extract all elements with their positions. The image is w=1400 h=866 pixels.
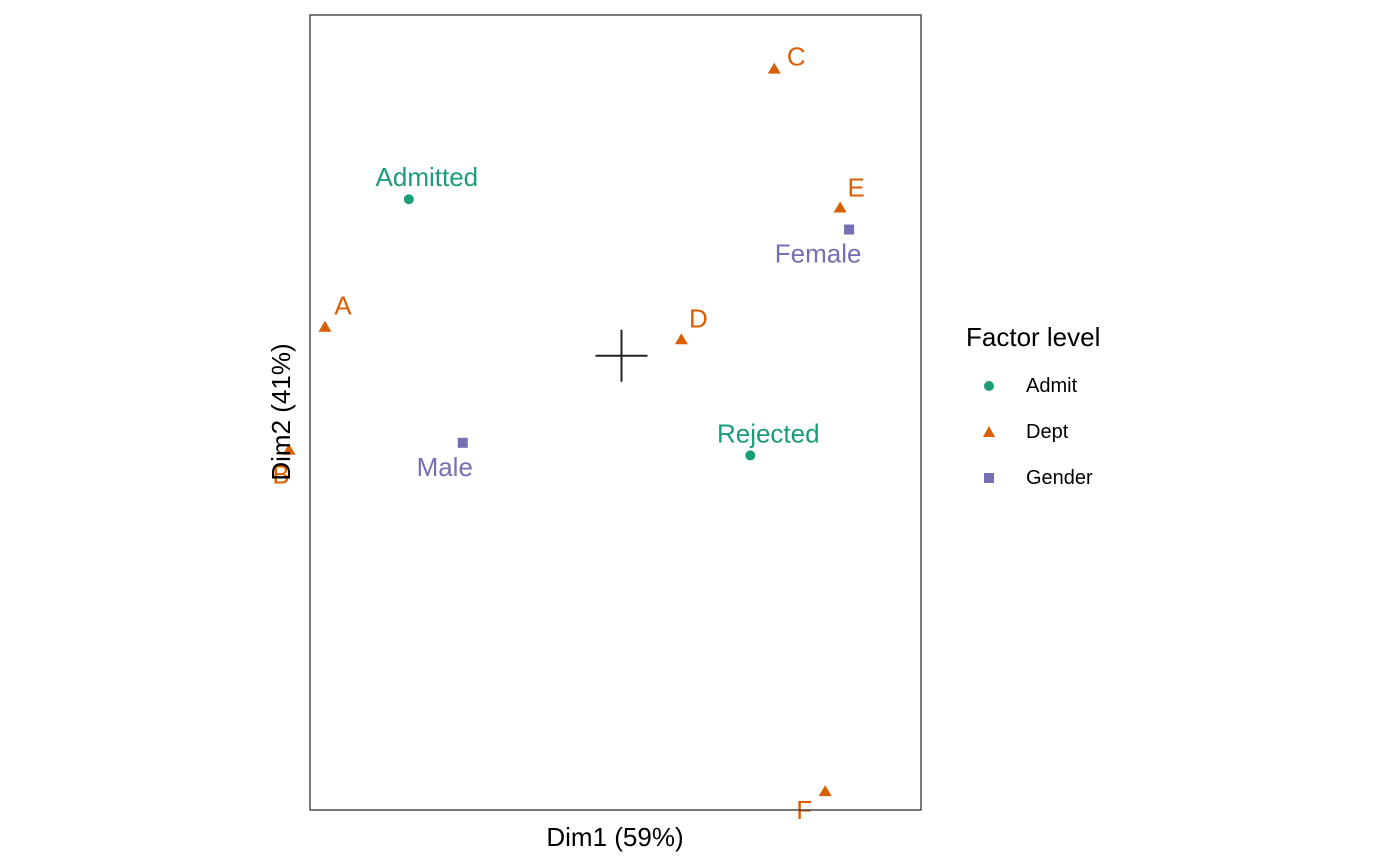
legend-item-gender: Gender — [966, 455, 1100, 501]
point-label-admitted: Admitted — [376, 162, 479, 192]
point-admitted — [403, 194, 414, 205]
point-rejected — [745, 450, 756, 461]
point-label-e: E — [847, 172, 864, 202]
point-male — [457, 437, 468, 448]
point-label-c: C — [787, 42, 806, 72]
square-icon — [966, 455, 1012, 501]
legend-item-dept: Dept — [966, 409, 1100, 455]
legend-label: Gender — [1026, 466, 1093, 489]
point-label-female: Female — [775, 239, 862, 269]
point-b — [282, 443, 296, 455]
origin-cross — [595, 329, 648, 382]
legend-item-admit: Admit — [966, 363, 1100, 409]
point-label-b: B — [272, 460, 289, 490]
point-a — [318, 320, 332, 332]
point-label-male: Male — [417, 452, 473, 482]
circle-icon — [966, 363, 1012, 409]
y-axis-label: Dim2 (41%) — [266, 343, 296, 480]
point-f — [818, 785, 832, 797]
point-label-d: D — [689, 303, 708, 333]
legend-title: Factor level — [966, 322, 1101, 352]
point-label-a: A — [334, 291, 352, 321]
x-axis-label: Dim1 (59%) — [546, 822, 683, 852]
point-c — [767, 62, 781, 74]
point-e — [833, 201, 847, 213]
plot-panel-border — [309, 14, 922, 811]
legend-label: Admit — [1026, 374, 1078, 397]
triangle-icon — [966, 409, 1012, 455]
legend: Factor level Admit Dept Gender — [966, 322, 1100, 501]
point-label-rejected: Rejected — [717, 418, 820, 448]
point-d — [674, 333, 688, 345]
legend-label: Dept — [1026, 420, 1069, 443]
point-female — [844, 224, 855, 235]
